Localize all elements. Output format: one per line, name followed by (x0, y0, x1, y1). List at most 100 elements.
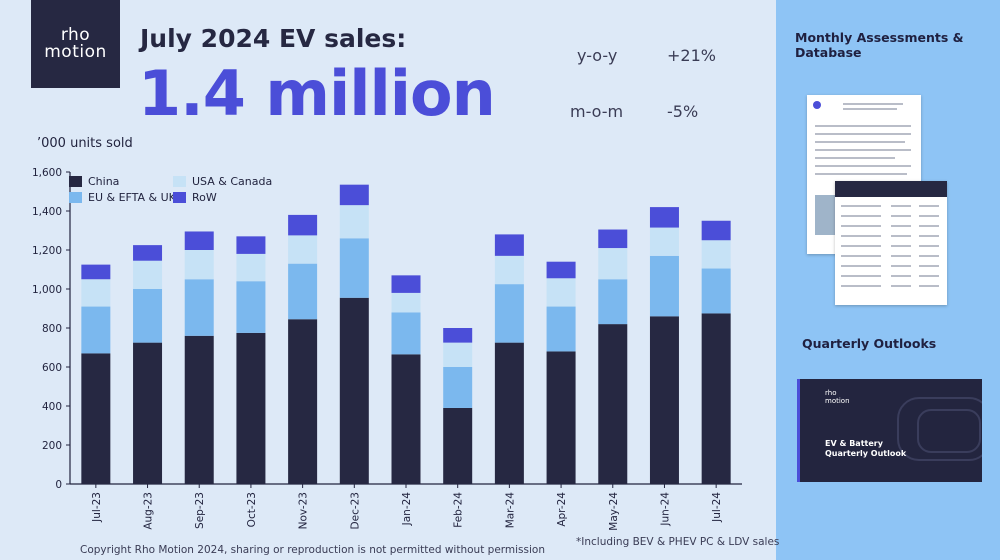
x-tick-label: Aug-23 (143, 492, 155, 530)
bar-segment-eu-efta-uk (339, 238, 369, 298)
doc-text-line (919, 275, 939, 277)
cover-decoration (917, 409, 981, 453)
bar-segment-china (81, 353, 111, 484)
doc-text-line (841, 255, 881, 257)
doc-text-line (841, 265, 881, 267)
headline: July 2024 EV sales: (140, 24, 407, 53)
bar-segment-row (236, 236, 266, 254)
doc-text-line (891, 225, 911, 227)
legend-swatch-china (69, 176, 82, 187)
y-tick-label: 400 (42, 401, 62, 413)
y-tick-label: 1,400 (32, 206, 62, 218)
doc-text-line (919, 235, 939, 237)
big-number: 1.4 million (138, 57, 496, 130)
cover-decoration (897, 397, 982, 461)
y-tick-label: 1,000 (32, 284, 62, 296)
mom-label: m-o-m (570, 102, 624, 121)
doc-text-line (815, 133, 911, 135)
doc-text-line (841, 245, 881, 247)
x-tick-label: Feb-24 (453, 492, 465, 528)
doc-header-bar (835, 181, 947, 197)
yoy-label: y-o-y (577, 46, 618, 65)
doc-text-line (841, 205, 881, 207)
bar-segment-eu-efta-uk (546, 306, 576, 352)
bar-segment-row (494, 234, 524, 256)
doc-logo-icon (813, 101, 821, 109)
x-tick-label: May-24 (608, 492, 620, 530)
y-tick-label: 1,600 (32, 167, 62, 179)
bar-segment-eu-efta-uk (184, 279, 214, 336)
x-tick-label: Mar-24 (504, 492, 516, 529)
bar-segment-eu-efta-uk (598, 279, 628, 325)
x-tick-label: Dec-23 (349, 492, 361, 529)
legend-swatch-eu-efta-uk (69, 192, 82, 203)
quarterly-outlooks-title: Quarterly Outlooks (802, 336, 937, 351)
units-label: ’000 units sold (37, 136, 133, 151)
bar-segment-eu-efta-uk (391, 312, 421, 355)
legend-swatch-row (173, 192, 186, 203)
doc-text-line (841, 275, 881, 277)
bar-segment-china (649, 316, 679, 484)
legend-label-row: RoW (192, 191, 217, 204)
yoy-value: +21% (667, 46, 716, 65)
doc-text-line (919, 285, 939, 287)
bar-segment-row (81, 264, 111, 280)
bar-segment-usa-canada (236, 253, 266, 282)
bar-segment-eu-efta-uk (443, 367, 473, 408)
x-tick-label: Oct-23 (246, 492, 258, 527)
stacked-bar-chart: 0 200 400 600 800 1,000 1,200 1,400 1,600 Jul-23 A… (32, 167, 742, 530)
doc-text-line (841, 215, 881, 217)
doc-text-line (891, 245, 911, 247)
x-tick-label: Apr-24 (556, 492, 568, 527)
bar-segment-china (598, 324, 628, 484)
bar-segment-china (494, 342, 524, 484)
doc-text-line (841, 225, 881, 227)
bar-segment-eu-efta-uk (494, 284, 524, 343)
y-tick-label: 200 (42, 440, 62, 452)
bar-segment-row (288, 214, 318, 236)
bar-segment-eu-efta-uk (133, 289, 163, 343)
bar-segment-eu-efta-uk (649, 255, 679, 317)
x-tick-label: Jul-24 (711, 492, 723, 523)
doc-text-line (891, 215, 911, 217)
quarterly-outlook-cover-image: rho motion EV & Battery Quarterly Outloo… (797, 379, 982, 482)
mom-value: -5% (667, 102, 699, 121)
bar-segment-usa-canada (339, 205, 369, 239)
y-tick-label: 800 (42, 323, 62, 335)
cover-accent-stripe (797, 379, 800, 482)
copyright-notice: Copyright Rho Motion 2024, sharing or re… (80, 544, 545, 556)
logo-text-line2: motion (44, 42, 107, 62)
bar-segment-usa-canada (184, 250, 214, 280)
x-tick-label: Jul-23 (91, 492, 103, 523)
bar-segment-row (339, 184, 369, 206)
doc-text-line (891, 265, 911, 267)
bar-segment-row (546, 261, 576, 279)
bar-segment-china (701, 313, 731, 484)
bar-segment-eu-efta-uk (236, 281, 266, 333)
bar-segment-row (701, 220, 731, 241)
doc-text-line (919, 255, 939, 257)
doc-text-line (919, 205, 939, 207)
bar-segment-row (391, 275, 421, 293)
legend-item-eu-efta-uk: EU & EFTA & UK (69, 191, 176, 204)
legend-item-china: China (69, 175, 119, 188)
doc-text-line (841, 235, 881, 237)
doc-text-line (919, 225, 939, 227)
x-tick-label: Jun-24 (659, 492, 671, 527)
legend-label-eu-efta-uk: EU & EFTA & UK (88, 191, 176, 204)
doc-text-line (919, 245, 939, 247)
bar-segment-china (546, 351, 576, 484)
doc-text-line (843, 108, 897, 110)
legend-label-china: China (88, 175, 120, 188)
doc-text-line (815, 157, 895, 159)
x-tick-label: Sep-23 (194, 492, 206, 529)
monthly-assessments-title: Monthly Assessments & Database (795, 30, 964, 60)
bar-segment-usa-canada (649, 227, 679, 256)
cover-title-line1: EV & Battery (825, 439, 883, 448)
doc-text-line (815, 173, 907, 175)
doc-text-line (815, 125, 911, 127)
bar-segment-china (288, 319, 318, 484)
bar-segment-usa-canada (133, 260, 163, 289)
doc-text-line (919, 215, 939, 217)
legend-item-usa-canada: USA & Canada (173, 175, 272, 188)
